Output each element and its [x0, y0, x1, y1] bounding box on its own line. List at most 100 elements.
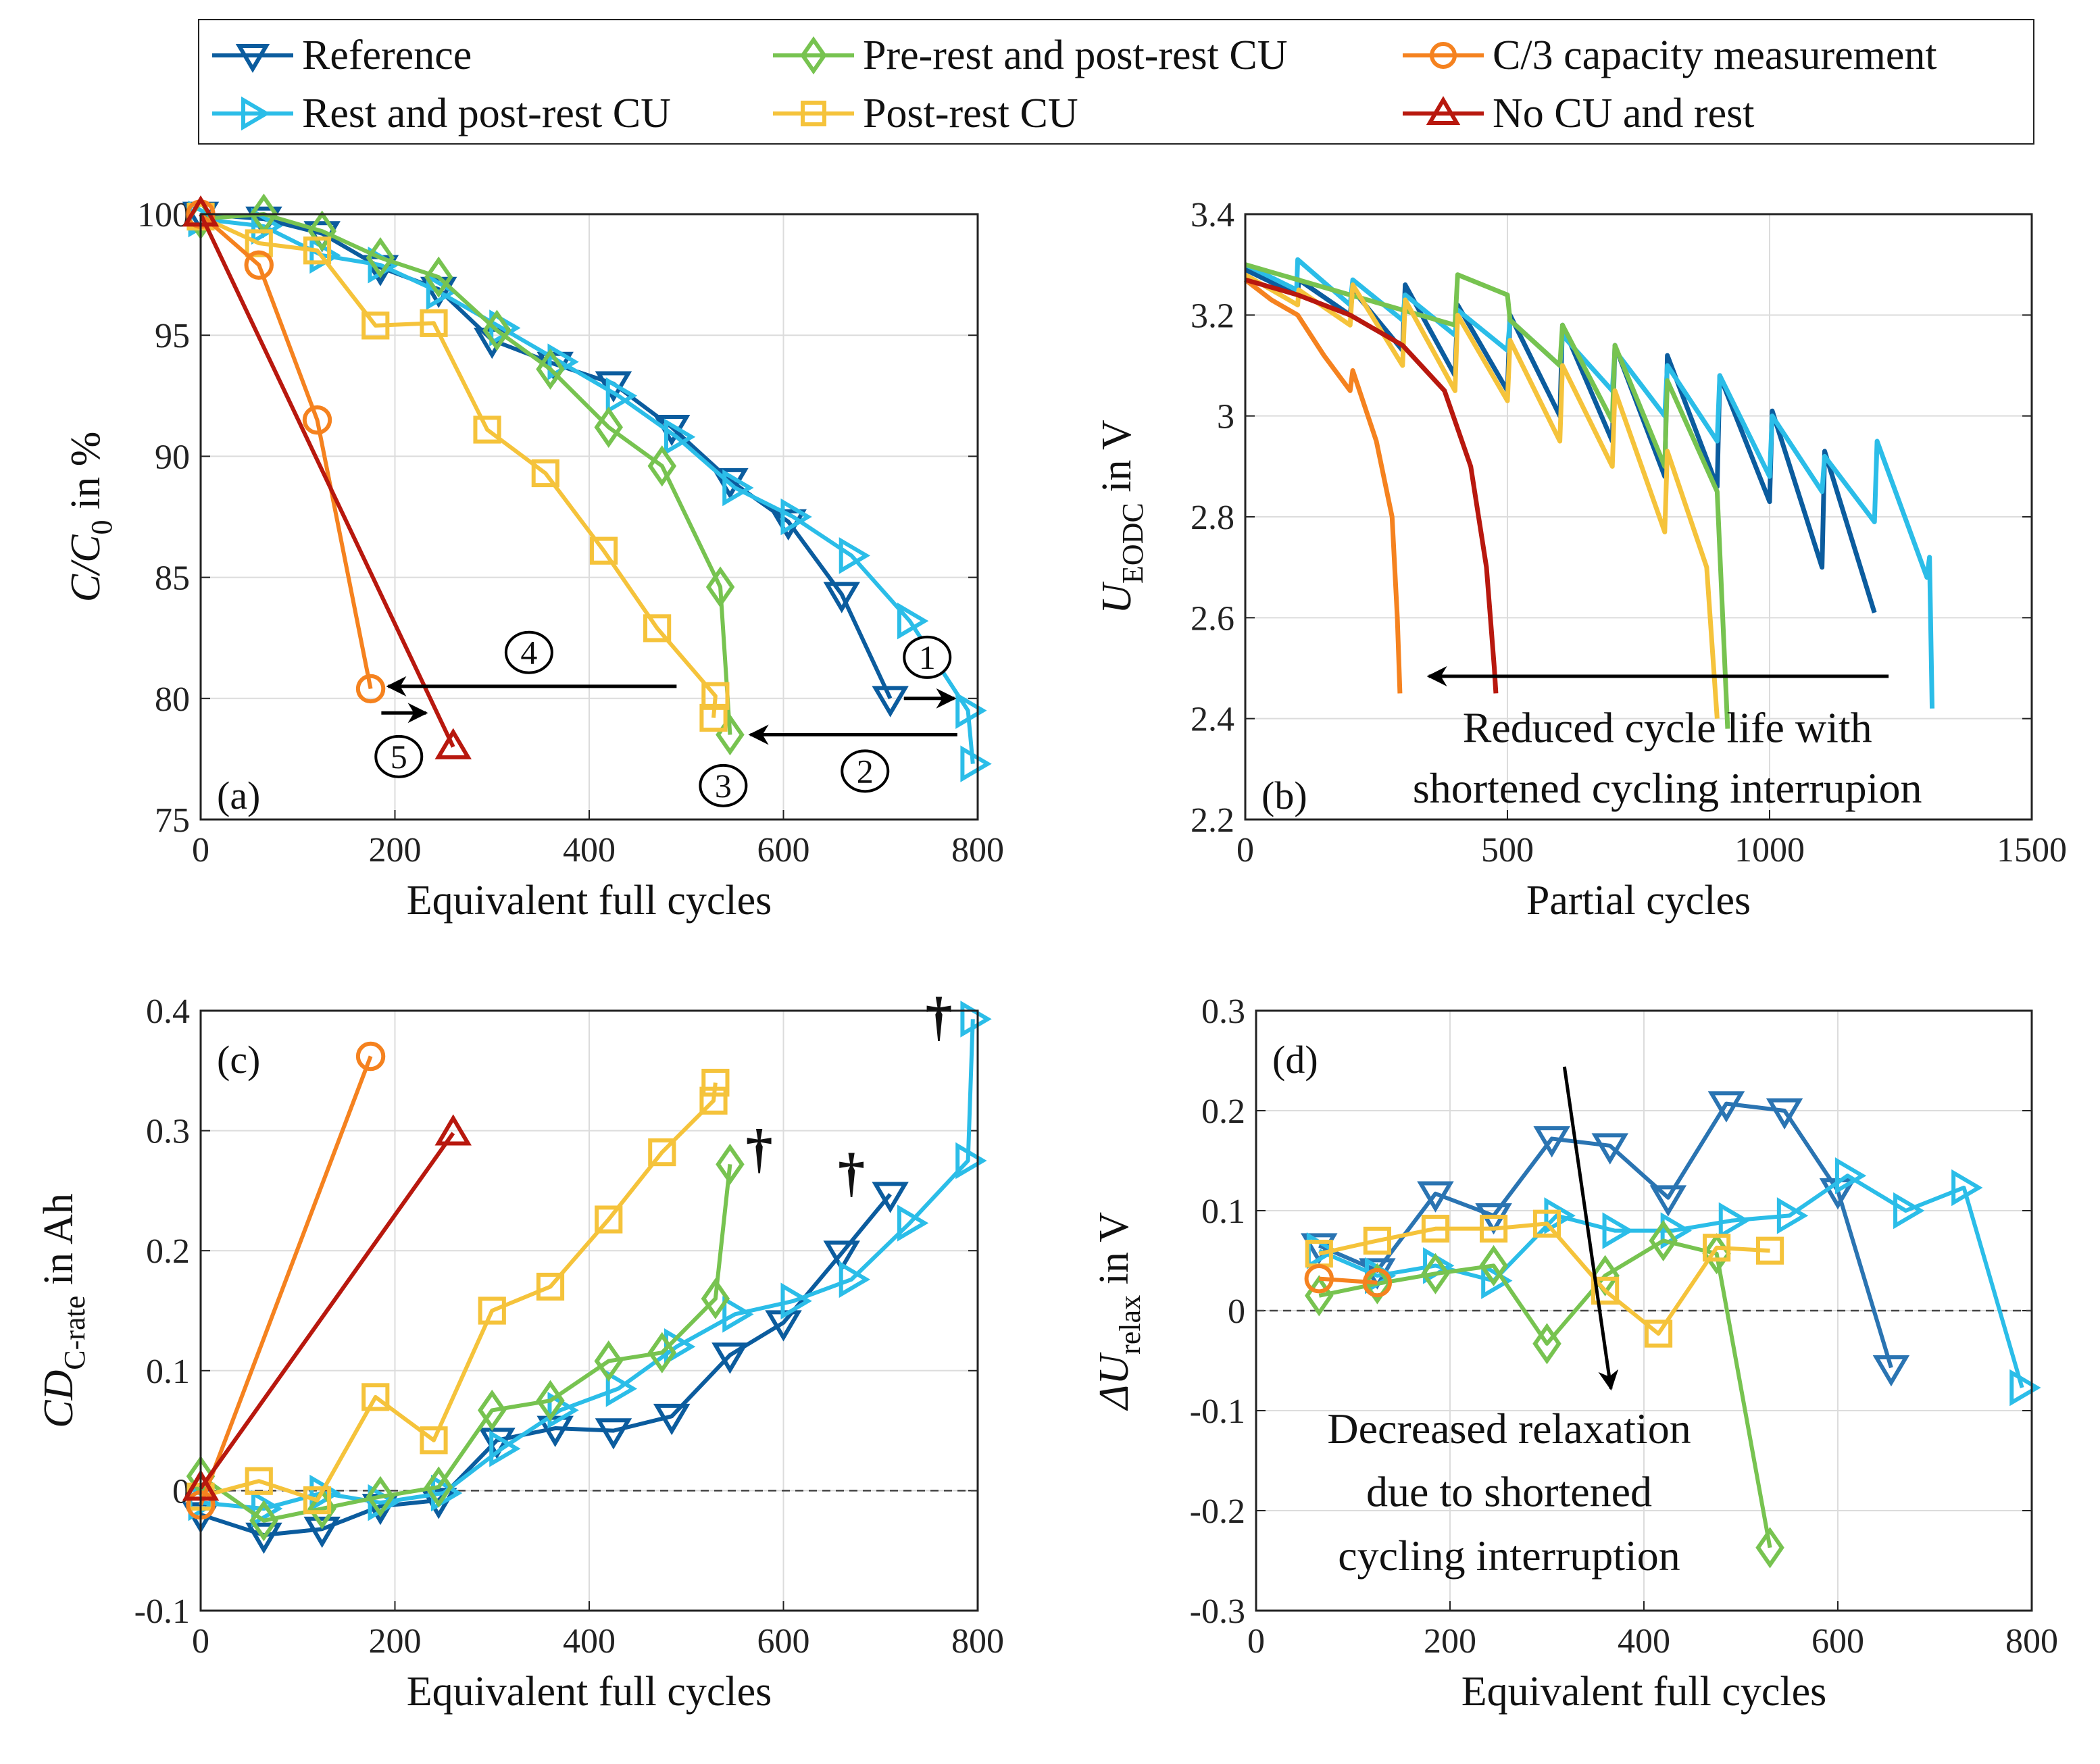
triangle-right-marker [241, 96, 270, 131]
legend-item-pre-rest: Pre-rest and post-rest CU [770, 28, 1287, 82]
x-tick-label: 1500 [1997, 831, 2067, 870]
legend-item-reference: Reference [209, 28, 472, 82]
diamond-marker [800, 36, 827, 75]
diamond-marker [1532, 1323, 1561, 1365]
y-tick-label: 90 [155, 438, 190, 476]
series-pre-rest-and-post-rest-cu [186, 193, 745, 756]
diamond-marker [477, 1389, 507, 1431]
diamond-marker [366, 1476, 395, 1517]
y-label-symbol: C/C [63, 534, 109, 603]
y-tick-label: 3.2 [1191, 297, 1234, 335]
legend-item-rest-post-rest: Rest and post-rest CU [209, 86, 671, 141]
series-c-3-capacity-measurement [186, 1041, 386, 1520]
square-marker [699, 703, 728, 732]
square-marker [245, 1467, 273, 1495]
square-marker [699, 1086, 728, 1115]
annotation-text: Reduced cycle life with [1463, 704, 1872, 752]
y-tick-label: 0.3 [1201, 992, 1245, 1031]
series-line [199, 1132, 455, 1490]
triangle-down-marker-icon [212, 44, 293, 73]
triangle-up-marker [434, 728, 472, 759]
x-axis-label: Equivalent full cycles [1461, 1669, 1827, 1715]
y-tick-label: 0.2 [1201, 1092, 1245, 1131]
series-post-rest-cu [1244, 272, 1720, 719]
circle-marker [302, 405, 332, 435]
series-line [1318, 1174, 2024, 1388]
x-tick-label: 600 [1811, 1622, 1864, 1661]
square-marker [1591, 1276, 1620, 1305]
x-tick-label: 600 [757, 1622, 810, 1661]
y-tick-label: 0 [1228, 1292, 1245, 1331]
triangle-right-marker [722, 469, 754, 507]
y-tick-label: 2.2 [1191, 801, 1234, 840]
triangle-down-marker [1707, 1091, 1745, 1123]
y-tick-label: -0.1 [134, 1592, 190, 1631]
series-line [199, 214, 718, 718]
triangle-down-marker [303, 1516, 341, 1548]
x-tick-label: 0 [192, 831, 209, 870]
diamond-marker [647, 1332, 677, 1374]
x-axis-label: Equivalent full cycles [407, 878, 772, 924]
triangle-down-marker [595, 1418, 632, 1450]
triangle-down-marker [1591, 1133, 1629, 1165]
series-reference [182, 1182, 909, 1555]
series-post-rest-cu [186, 1068, 730, 1515]
triangle-right-marker [780, 1282, 812, 1320]
square-marker [536, 1272, 565, 1301]
circled-number [504, 630, 553, 674]
y-tick-label: 85 [155, 559, 190, 598]
series-line [199, 1164, 732, 1523]
axes-frame [199, 213, 979, 821]
square-marker [478, 1296, 506, 1325]
triangle-right-marker [605, 1370, 638, 1407]
diamond-marker [307, 210, 336, 252]
y-tick-label: 0.3 [146, 1113, 190, 1151]
diamond-marker [249, 1500, 278, 1542]
triangle-right-marker [897, 1205, 929, 1242]
y-label-subscript: C-rate [58, 1296, 91, 1370]
annotation-arrow [1562, 1066, 1619, 1391]
legend-label: Reference [302, 32, 472, 78]
triangle-right-marker [251, 1490, 283, 1528]
x-tick-label: 400 [1618, 1622, 1670, 1661]
diamond-marker [366, 236, 395, 279]
x-tick-label: 0 [1247, 1622, 1265, 1661]
legend-label: No CU and rest [1493, 90, 1755, 136]
square-marker [420, 309, 448, 337]
y-tick-label: 0.1 [1201, 1192, 1245, 1231]
circled-number-label: 3 [715, 767, 732, 805]
triangle-right-marker [960, 1001, 992, 1038]
square-marker [701, 1068, 730, 1097]
triangle-down-marker [1533, 1126, 1570, 1158]
y-tick-label: -0.2 [1190, 1492, 1245, 1531]
y-label-symbol: U [1094, 581, 1140, 614]
dagger-icon: † [838, 1143, 865, 1203]
triangle-right-marker [251, 207, 283, 245]
circle-marker-icon [1403, 42, 1484, 69]
y-tick-label: 75 [155, 801, 190, 840]
series-line [200, 212, 893, 700]
square-marker [643, 614, 672, 642]
diamond-marker [701, 1278, 730, 1319]
y-label-unit: in V [1091, 1212, 1137, 1295]
y-label-unit: in V [1094, 420, 1140, 503]
annotation-text: Decreased relaxation [1327, 1405, 1691, 1453]
y-label-symbol: ΔU [1091, 1352, 1137, 1411]
triangle-up-marker [1426, 96, 1461, 125]
x-axis-label: Partial cycles [1526, 878, 1751, 924]
panel-label: (b) [1261, 774, 1307, 817]
triangle-up-marker [434, 1114, 472, 1146]
triangle-down-marker [872, 686, 909, 717]
y-label-unit: in % [63, 432, 109, 520]
square-marker-icon [773, 101, 854, 126]
y-label-unit: in Ah [36, 1193, 82, 1296]
y-label-subscript: EODC [1116, 503, 1149, 584]
y-tick-label: 0.1 [146, 1353, 190, 1391]
triangle-right-marker [960, 745, 992, 782]
y-tick-label: -0.1 [1190, 1392, 1245, 1431]
triangle-down-marker [1649, 1185, 1687, 1217]
legend-label: Rest and post-rest CU [302, 90, 671, 136]
series-line [200, 1082, 718, 1503]
square-marker [1421, 1215, 1450, 1243]
